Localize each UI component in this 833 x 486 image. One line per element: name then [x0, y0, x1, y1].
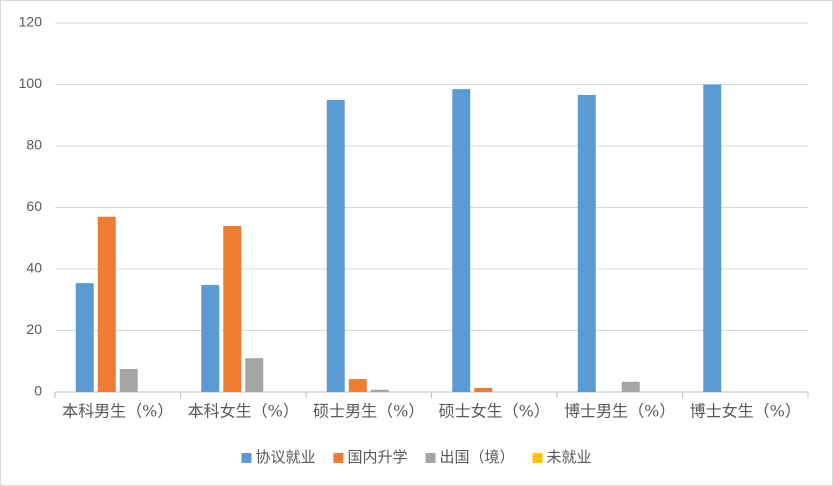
x-tick-label: 本科女生（%）: [188, 402, 299, 421]
legend-label: 出国（境）: [440, 448, 515, 466]
y-tick-label: 20: [26, 321, 42, 337]
legend-label: 协议就业: [255, 448, 315, 466]
bar: [245, 358, 264, 392]
bar: [452, 89, 471, 393]
y-tick-label: 100: [19, 75, 43, 91]
legend-swatch: [241, 453, 252, 463]
legend-label: 未就业: [547, 448, 592, 466]
bar: [474, 388, 493, 392]
y-tick-label: 60: [26, 198, 42, 214]
bar: [370, 389, 389, 392]
legend-label: 国内升学: [347, 448, 407, 466]
legend-swatch: [333, 453, 344, 463]
y-tick-label: 0: [34, 383, 42, 399]
x-tick-label: 硕士男生（%）: [313, 402, 424, 421]
bar: [75, 283, 94, 392]
bar: [119, 368, 138, 392]
bar: [97, 216, 116, 392]
y-tick-label: 120: [19, 14, 43, 30]
legend-swatch: [425, 453, 436, 463]
x-tick-label: 博士女生（%）: [690, 402, 801, 421]
y-tick-label: 40: [26, 260, 42, 276]
bar: [621, 381, 640, 392]
legend-swatch: [532, 453, 543, 463]
bar: [577, 94, 596, 392]
y-tick-label: 80: [26, 137, 42, 153]
x-tick-label: 硕士女生（%）: [439, 402, 550, 421]
x-tick-label: 本科男生（%）: [62, 402, 173, 421]
bar: [223, 225, 242, 392]
x-tick-label: 博士男生（%）: [564, 402, 675, 421]
bar: [703, 84, 722, 392]
bar: [201, 284, 220, 392]
bar: [348, 379, 367, 392]
bar: [326, 99, 345, 392]
